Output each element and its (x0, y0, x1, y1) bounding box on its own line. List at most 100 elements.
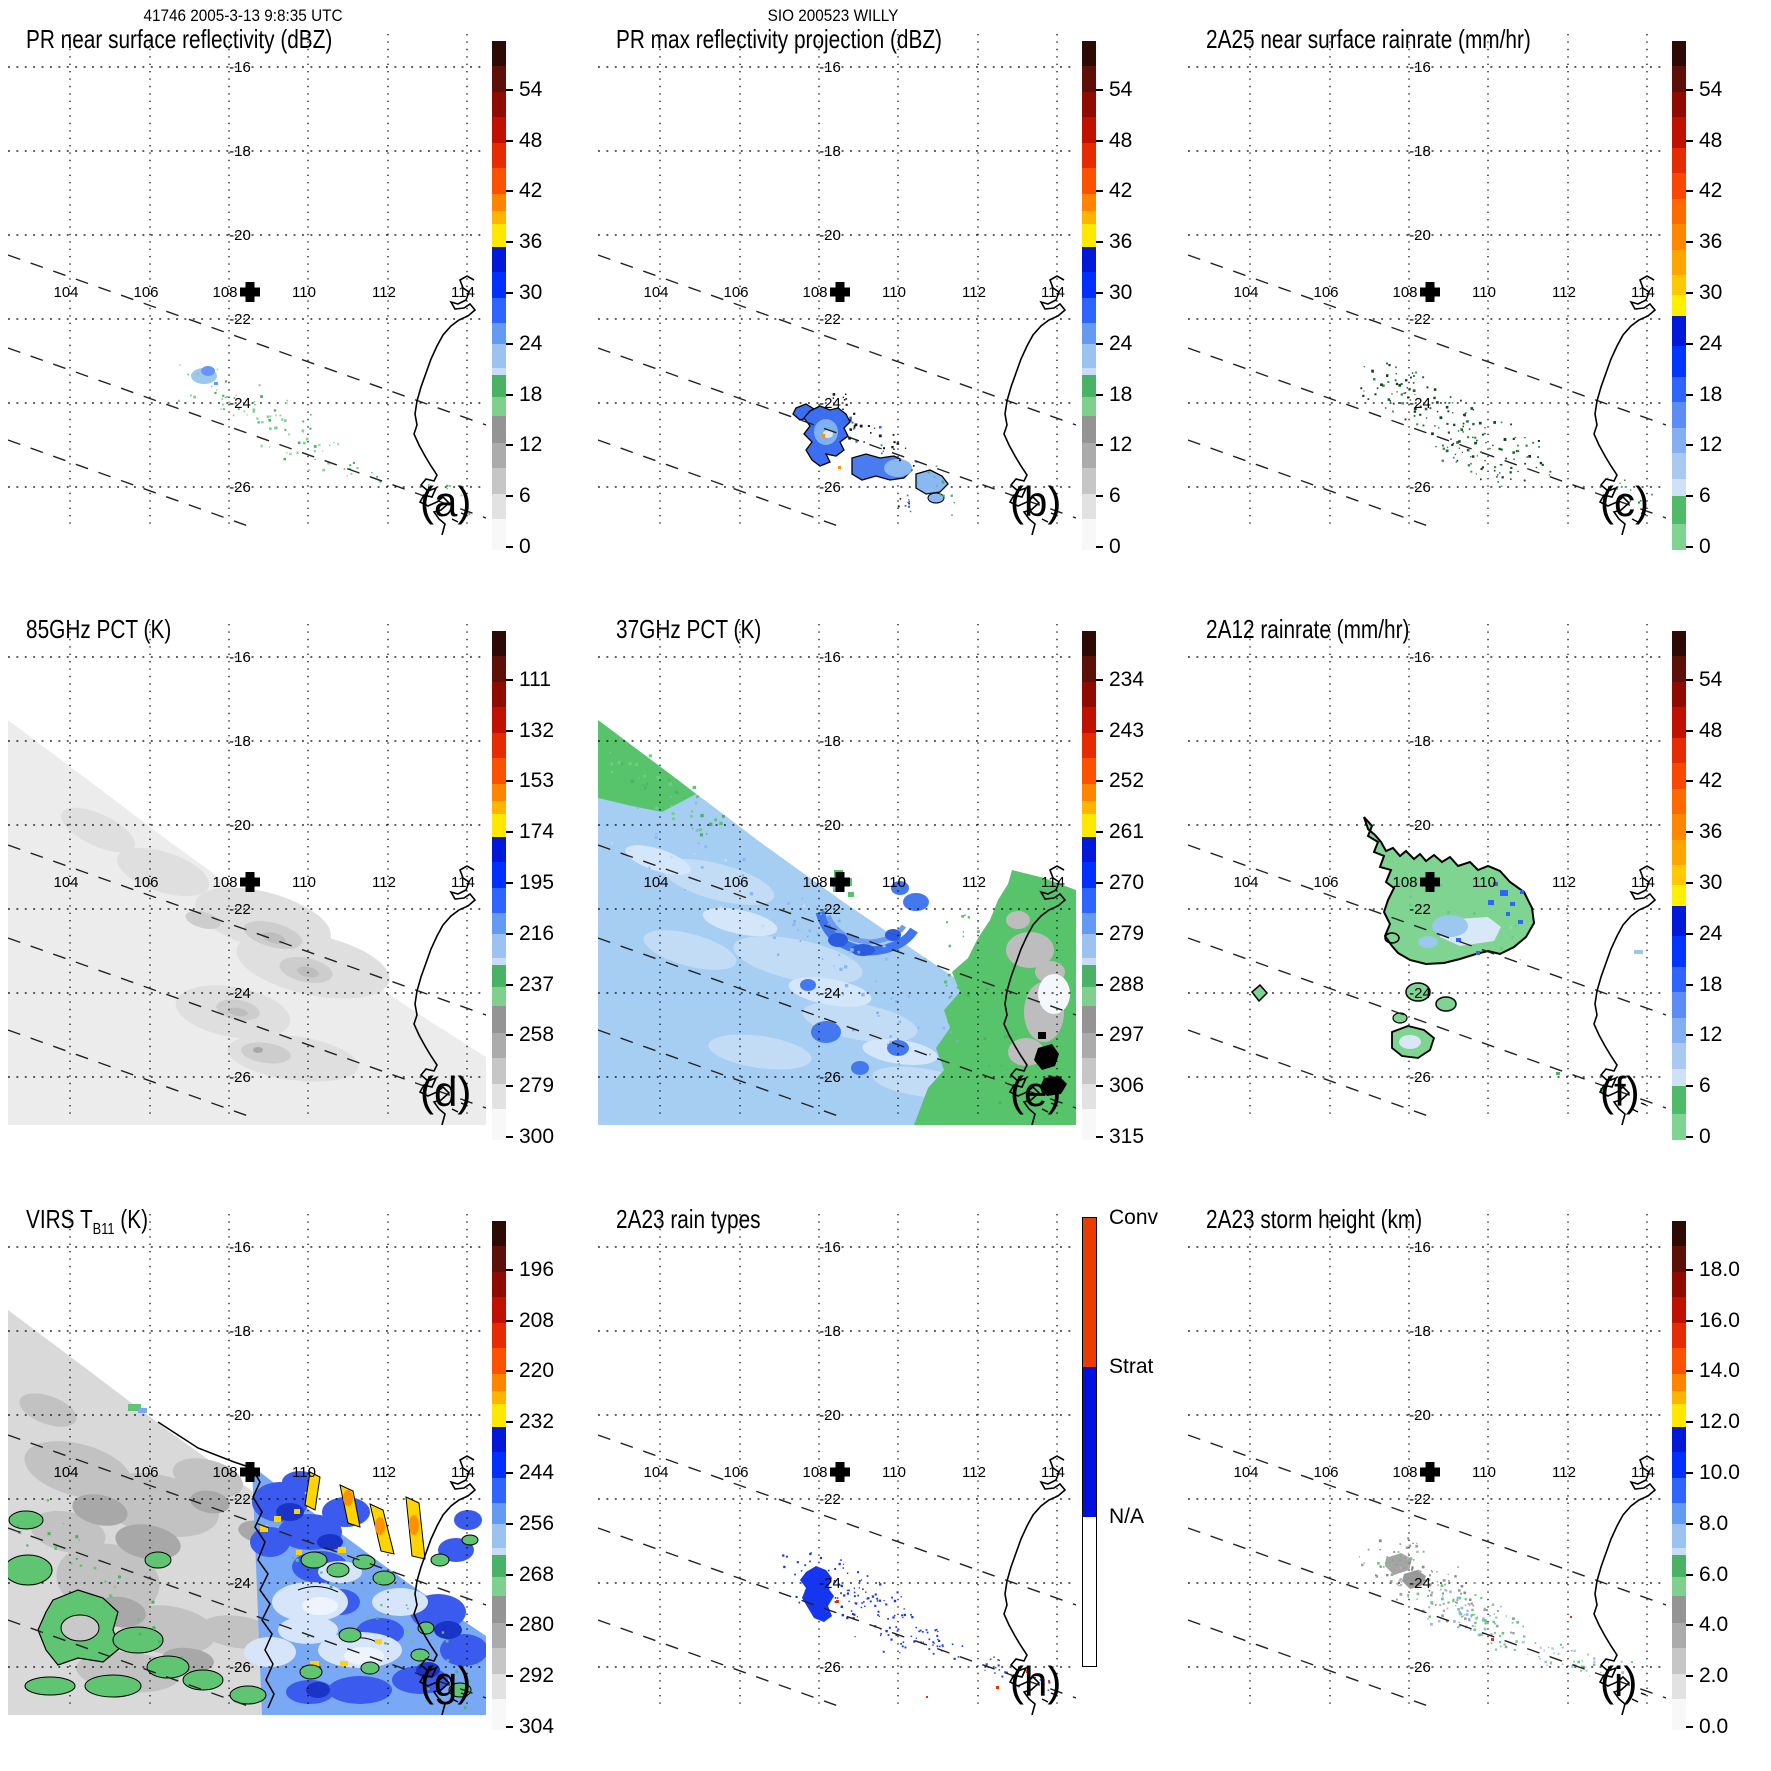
coastline (413, 865, 477, 1125)
colorbar-tick-label: 288 (1109, 972, 1145, 996)
svg-text:-16: -16 (819, 1239, 841, 1256)
colorbar-tick (506, 678, 513, 681)
colorbar-band (1672, 1452, 1686, 1478)
colorbar-tick (1686, 932, 1693, 935)
panel-letter: (f) (1600, 1068, 1640, 1115)
colorbar-tick (1096, 190, 1103, 193)
colorbar-tick (1096, 139, 1103, 142)
svg-text:110: 110 (882, 1464, 906, 1481)
colorbar-band (492, 323, 506, 344)
swath-edge-dashed-lines (8, 254, 486, 527)
swath-edge-dashed-lines (598, 1434, 1076, 1707)
svg-text:-20: -20 (819, 227, 841, 244)
storm-center-cross (830, 282, 850, 302)
colorbar-tick (506, 831, 513, 834)
colorbar-band (492, 801, 506, 815)
colorbar-band (1672, 1555, 1686, 1578)
colorbar-band (492, 1221, 506, 1247)
colorbar-tick-label: 54 (519, 77, 543, 101)
colorbar-tick-label: 243 (1109, 718, 1145, 742)
colorbar-tick (1686, 495, 1693, 498)
colorbar-tick-label: 258 (519, 1023, 555, 1047)
colorbar-band (1672, 402, 1686, 428)
colorbar-tick-label: 234 (1109, 667, 1145, 691)
colorbar-band (1672, 737, 1686, 764)
colorbar-tick-label: 132 (519, 718, 555, 742)
svg-text:-16: -16 (229, 1239, 251, 1256)
colorbar-tick-label: 292 (519, 1664, 555, 1688)
colorbar-tick (1686, 342, 1693, 345)
colorbar-tick-label: 16.0 (1699, 1308, 1740, 1332)
svg-text:112: 112 (1552, 1464, 1576, 1481)
storm-center-cross (1420, 872, 1440, 892)
panel-title: 2A12 rainrate (mm/hr) (1206, 614, 1410, 644)
svg-text:-20: -20 (229, 1407, 251, 1424)
svg-text:-24: -24 (1409, 1575, 1431, 1592)
colorbar-band (492, 631, 506, 657)
colorbar-band (1672, 524, 1686, 550)
colorbar-band (492, 297, 506, 324)
colorbar-tick (1686, 1522, 1693, 1525)
colorbar-band (492, 416, 506, 443)
colorbar-tick (506, 393, 513, 396)
svg-text:-20: -20 (1409, 1407, 1431, 1424)
colorbar-tick (506, 1675, 513, 1678)
svg-text:114: 114 (1631, 284, 1655, 301)
colorbar-tick-label: 300 (519, 1125, 555, 1149)
svg-text:106: 106 (1313, 284, 1338, 301)
rain-type-label: N/A (1109, 1504, 1145, 1528)
svg-text:104: 104 (643, 1464, 668, 1481)
colorbar-band (492, 442, 506, 469)
colorbar-tick (1686, 831, 1693, 834)
svg-text:-16: -16 (1409, 649, 1431, 666)
colorbar-tick (1096, 88, 1103, 91)
colorbar-band (1082, 957, 1096, 966)
panel-a-pr-near-surface-reflectivity: 41746 2005-3-13 9:8:35 UTC PR near surfa… (0, 0, 590, 590)
colorbar-band (492, 468, 506, 494)
colorbar-band (492, 681, 506, 708)
colorbar-band (1672, 1577, 1686, 1597)
colorbar: 111 132 153 174 195 216 237 258 279 300 (492, 631, 554, 1148)
colorbar-band (1082, 323, 1096, 344)
svg-text:108: 108 (802, 1464, 827, 1481)
svg-text:106: 106 (723, 874, 748, 891)
svg-text:112: 112 (372, 1464, 396, 1481)
panel-title: PR near surface reflectivity (dBZ) (26, 24, 333, 54)
panel-h-2a23-rain-types: 2A23 rain types 104 106 108 110 112 114 -16 -18… (590, 1180, 1180, 1770)
colorbar-band (1672, 1017, 1686, 1044)
coastline (413, 275, 477, 535)
colorbar-band (1082, 965, 1096, 988)
colorbar-band (492, 1391, 506, 1405)
svg-text:-22: -22 (229, 311, 251, 328)
colorbar-tick-label: 6 (1699, 484, 1711, 508)
svg-text:108: 108 (212, 874, 237, 891)
colorbar-band (492, 272, 506, 298)
svg-text:114: 114 (1631, 874, 1655, 891)
colorbar-band (1672, 1271, 1686, 1298)
panel-g-virs-tb11: VIRS TB11 (K) 104 106 108 110 112 114 -16 -18 -2… (0, 1180, 590, 1770)
svg-text:114: 114 (451, 1464, 475, 1481)
colorbar-band (492, 66, 506, 92)
svg-text:114: 114 (451, 284, 475, 301)
svg-text:-26: -26 (229, 1659, 251, 1676)
svg-text:108: 108 (1392, 1464, 1417, 1481)
svg-text:-22: -22 (1409, 1491, 1431, 1508)
colorbar-tick-label: 174 (519, 820, 555, 844)
svg-text:108: 108 (1392, 284, 1417, 301)
colorbar-band (1082, 1032, 1096, 1059)
colorbar-tick-label: 36 (1699, 230, 1723, 254)
panel-title: 2A23 storm height (km) (1206, 1204, 1423, 1234)
colorbar-tick (1686, 1624, 1693, 1627)
svg-text:-22: -22 (1409, 901, 1431, 918)
colorbar-tick (506, 1136, 513, 1139)
colorbar-band (1082, 41, 1096, 67)
svg-text:-24: -24 (819, 395, 841, 412)
panel-letter: (e) (1010, 1068, 1062, 1115)
colorbar-band (1672, 1503, 1686, 1524)
colorbar-band (1672, 1427, 1686, 1453)
svg-text:-16: -16 (819, 59, 841, 76)
panel-letter: (d) (420, 1068, 472, 1115)
colorbar-tick-label: 268 (519, 1562, 555, 1586)
svg-text:110: 110 (292, 874, 316, 891)
colorbar-band (1672, 1648, 1686, 1674)
